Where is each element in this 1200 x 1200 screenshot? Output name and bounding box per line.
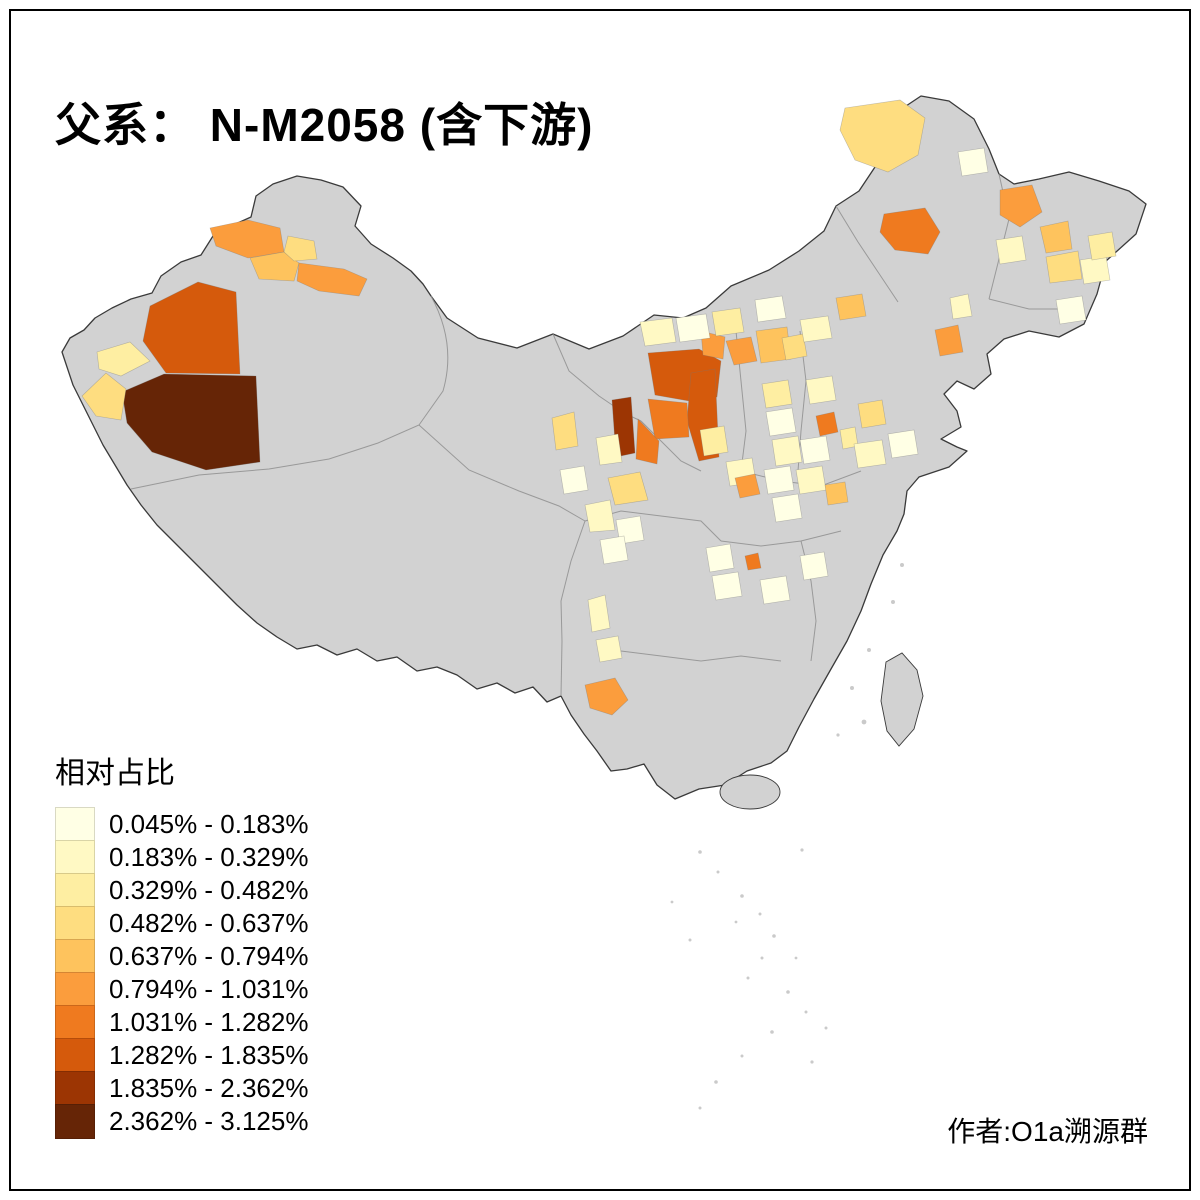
prefecture-region bbox=[765, 407, 797, 437]
prefecture-region bbox=[584, 677, 629, 716]
prefecture-region bbox=[805, 375, 837, 405]
legend-swatch bbox=[55, 1104, 95, 1139]
legend-swatch bbox=[55, 972, 95, 1007]
prefecture-region bbox=[754, 295, 787, 323]
legend-item: 2.362% - 3.125% bbox=[55, 1104, 309, 1139]
legend-item: 0.329% - 0.482% bbox=[55, 873, 309, 908]
prefecture-region bbox=[995, 235, 1027, 265]
prefecture-region bbox=[711, 571, 743, 601]
legend-label: 0.045% - 0.183% bbox=[109, 809, 309, 839]
legend-item: 0.183% - 0.329% bbox=[55, 840, 309, 875]
prefecture-region bbox=[1079, 255, 1111, 285]
prefecture-region bbox=[857, 399, 887, 429]
prefecture-region bbox=[142, 281, 241, 375]
south-china-sea-islets bbox=[670, 563, 904, 1110]
prefecture-region bbox=[799, 435, 831, 465]
legend-item: 1.031% - 1.282% bbox=[55, 1005, 309, 1040]
prefecture-region bbox=[835, 293, 867, 321]
legend-label: 1.835% - 2.362% bbox=[109, 1073, 309, 1103]
prefecture-region bbox=[799, 551, 829, 581]
prefecture-region bbox=[607, 471, 649, 506]
legend-items: 0.045% - 0.183% 0.183% - 0.329% 0.329% - 0… bbox=[55, 807, 309, 1139]
legend-label: 2.362% - 3.125% bbox=[109, 1106, 309, 1136]
prefecture-region bbox=[1045, 250, 1083, 284]
prefecture-region bbox=[296, 262, 368, 297]
prefecture-region bbox=[815, 411, 839, 437]
legend-item: 0.794% - 1.031% bbox=[55, 972, 309, 1007]
hainan-island bbox=[719, 774, 781, 810]
prefecture-patches bbox=[81, 99, 1117, 716]
legend-label: 0.794% - 1.031% bbox=[109, 974, 309, 1004]
legend-swatch bbox=[55, 807, 95, 842]
legend-item: 0.482% - 0.637% bbox=[55, 906, 309, 941]
prefecture-region bbox=[647, 398, 690, 440]
prefecture-region bbox=[879, 207, 941, 255]
prefecture-region bbox=[1055, 295, 1087, 325]
prefecture-region bbox=[595, 635, 623, 663]
legend-title: 相对占比 bbox=[55, 757, 175, 790]
prefecture-region bbox=[999, 184, 1043, 228]
legend-swatch bbox=[55, 1038, 95, 1073]
prefecture-region bbox=[635, 418, 660, 465]
prefecture-region bbox=[595, 433, 623, 466]
prefecture-region bbox=[599, 535, 629, 565]
prefecture-region bbox=[744, 552, 762, 571]
prefecture-region bbox=[824, 481, 849, 506]
legend-label: 0.329% - 0.482% bbox=[109, 875, 309, 905]
prefecture-region bbox=[839, 99, 926, 173]
prefecture-region bbox=[1087, 231, 1117, 261]
legend-swatch bbox=[55, 939, 95, 974]
legend-item: 0.045% - 0.183% bbox=[55, 807, 309, 842]
prefecture-region bbox=[734, 473, 761, 499]
legend-item: 0.637% - 0.794% bbox=[55, 939, 309, 974]
legend-label: 1.031% - 1.282% bbox=[109, 1007, 309, 1037]
prefecture-region bbox=[283, 235, 318, 262]
prefecture-region bbox=[699, 425, 729, 457]
legend-swatch bbox=[55, 906, 95, 941]
prefecture-region bbox=[587, 594, 611, 633]
legend-item: 1.835% - 2.362% bbox=[55, 1071, 309, 1106]
prefecture-region bbox=[1039, 220, 1073, 254]
prefecture-region bbox=[799, 315, 833, 343]
prefecture-region bbox=[725, 336, 758, 366]
prefecture-region bbox=[761, 379, 793, 409]
prefecture-region bbox=[96, 341, 151, 377]
legend-label: 0.183% - 0.329% bbox=[109, 842, 309, 872]
prefecture-region bbox=[771, 435, 803, 467]
author-credit: 作者:O1a溯源群 bbox=[947, 1116, 1148, 1147]
legend-swatch bbox=[55, 1071, 95, 1106]
prefecture-region bbox=[934, 324, 964, 357]
prefecture-region bbox=[771, 493, 803, 523]
prefecture-region bbox=[887, 429, 919, 459]
legend-item: 1.282% - 1.835% bbox=[55, 1038, 309, 1073]
prefecture-region bbox=[759, 575, 791, 605]
legend-label: 1.282% - 1.835% bbox=[109, 1040, 309, 1070]
prefecture-region bbox=[559, 465, 589, 495]
prefecture-region bbox=[705, 543, 735, 573]
prefecture-region bbox=[121, 373, 261, 471]
prefecture-region bbox=[781, 333, 808, 361]
prefecture-region bbox=[957, 147, 989, 177]
legend-swatch bbox=[55, 873, 95, 908]
prefecture-region bbox=[711, 307, 745, 337]
prefecture-region bbox=[249, 251, 300, 282]
legend-label: 0.637% - 0.794% bbox=[109, 941, 309, 971]
prefecture-region bbox=[639, 317, 677, 347]
prefecture-region bbox=[551, 411, 579, 451]
prefecture-region bbox=[795, 465, 827, 495]
legend: 相对占比 0.045% - 0.183% 0.183% - 0.329% 0.329… bbox=[55, 748, 309, 1139]
prefecture-region bbox=[675, 313, 711, 343]
prefecture-region bbox=[584, 499, 616, 533]
prefecture-region bbox=[763, 465, 795, 495]
page-title: 父系： N-M2058 (含下游) bbox=[55, 98, 594, 151]
legend-swatch bbox=[55, 1005, 95, 1040]
prefecture-region bbox=[81, 372, 127, 421]
prefecture-region bbox=[949, 293, 973, 320]
taiwan-island bbox=[880, 652, 924, 747]
legend-label: 0.482% - 0.637% bbox=[109, 908, 309, 938]
legend-swatch bbox=[55, 840, 95, 875]
prefecture-region bbox=[853, 439, 887, 469]
